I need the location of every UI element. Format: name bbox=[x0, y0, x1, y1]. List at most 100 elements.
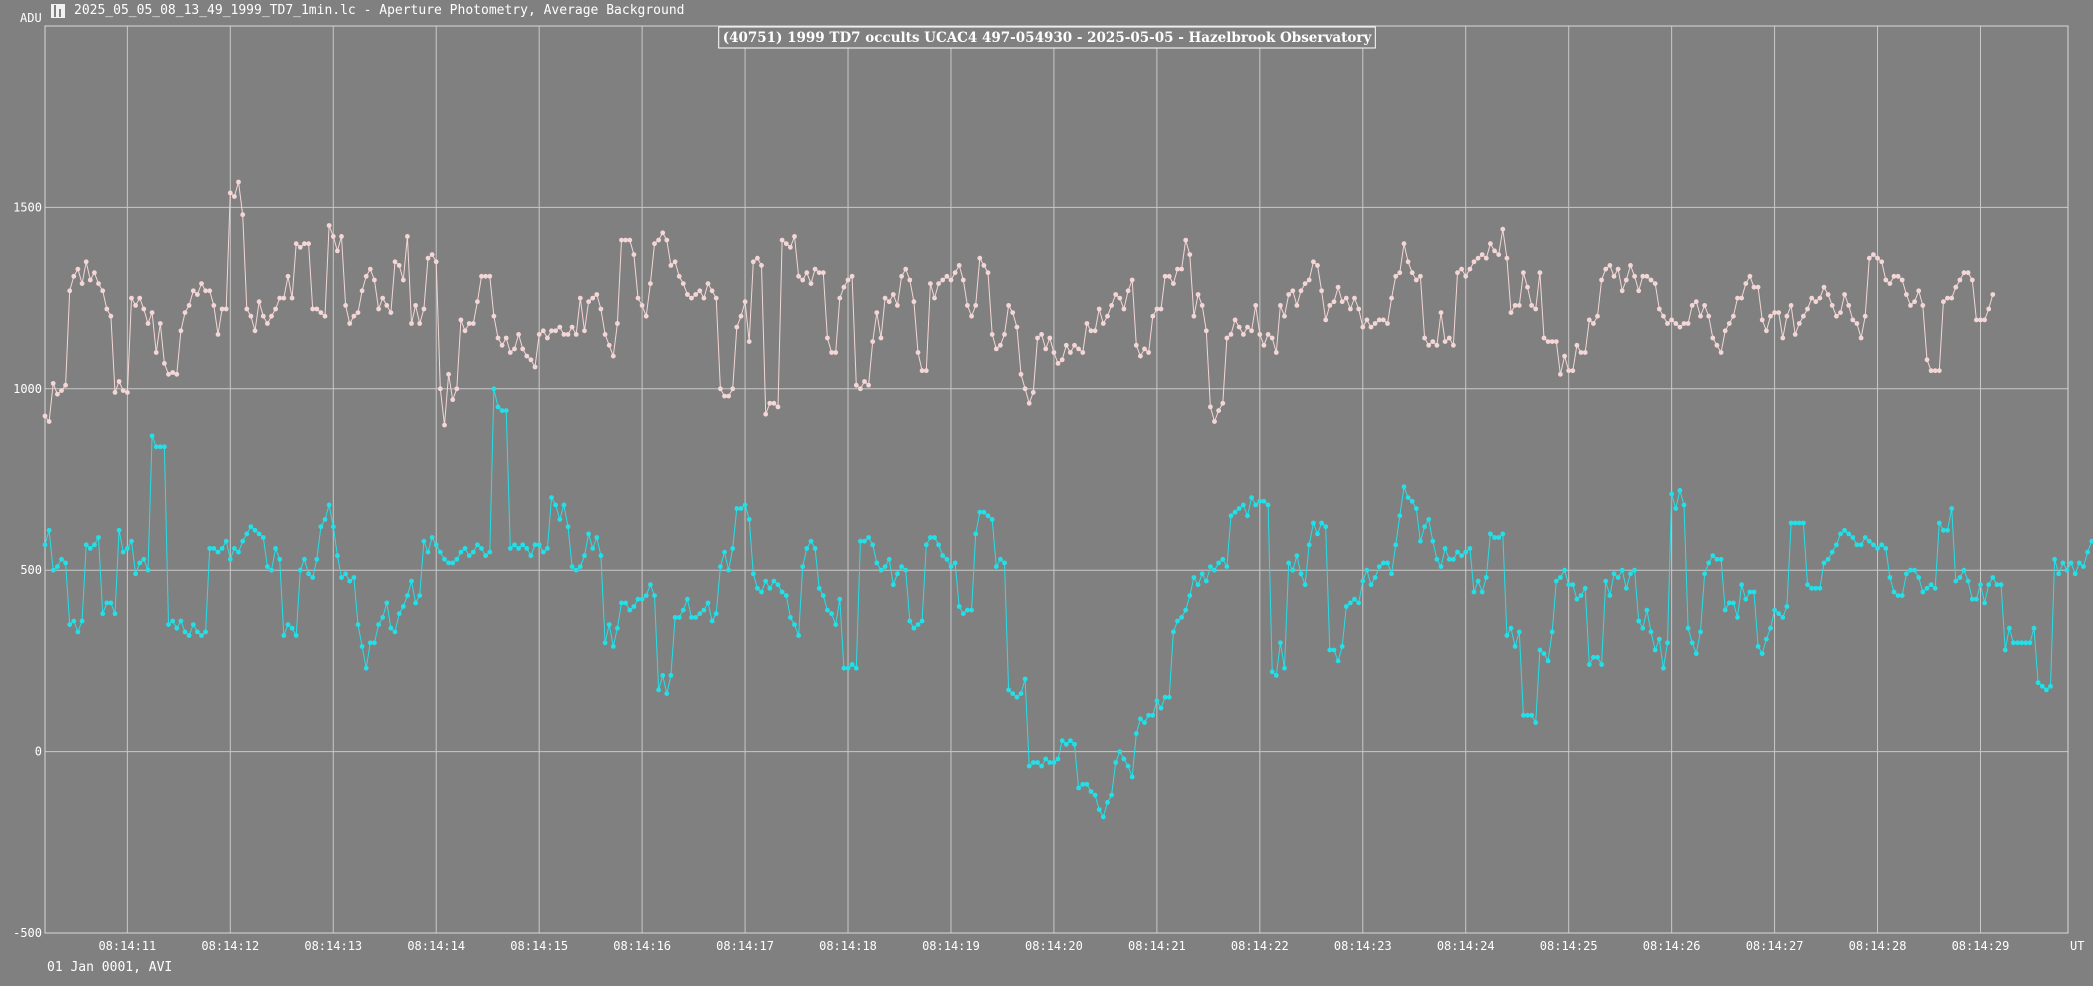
data-point bbox=[479, 546, 484, 551]
data-point bbox=[1673, 321, 1679, 326]
data-point bbox=[1306, 277, 1312, 283]
data-point bbox=[487, 549, 493, 555]
data-point bbox=[582, 553, 587, 559]
data-point bbox=[1879, 259, 1885, 265]
data-point bbox=[1788, 303, 1794, 308]
data-point bbox=[499, 408, 505, 413]
data-point bbox=[1002, 332, 1007, 337]
data-point bbox=[79, 618, 85, 624]
data-point bbox=[1961, 567, 1967, 573]
data-point bbox=[1776, 310, 1782, 315]
data-point bbox=[1702, 303, 1707, 308]
data-point bbox=[886, 556, 892, 562]
data-point bbox=[1442, 339, 1448, 344]
data-point bbox=[1488, 241, 1493, 247]
data-point bbox=[1619, 288, 1625, 294]
data-point bbox=[499, 342, 505, 348]
data-point bbox=[590, 295, 596, 301]
data-point bbox=[1805, 306, 1810, 312]
series-1 bbox=[42, 179, 1996, 428]
data-point bbox=[1430, 538, 1436, 544]
data-point bbox=[1393, 273, 1399, 279]
data-point bbox=[841, 284, 847, 290]
data-point bbox=[1154, 698, 1160, 704]
data-point bbox=[738, 506, 744, 511]
data-point bbox=[174, 625, 180, 631]
data-point bbox=[219, 306, 225, 312]
data-point bbox=[680, 281, 686, 286]
data-point bbox=[417, 593, 423, 598]
data-point bbox=[919, 368, 925, 374]
data-point bbox=[1385, 560, 1390, 566]
data-point bbox=[1652, 647, 1658, 653]
data-point bbox=[491, 386, 497, 392]
data-point bbox=[1471, 589, 1477, 595]
data-point bbox=[392, 629, 398, 635]
data-point bbox=[569, 324, 575, 330]
data-point bbox=[1393, 542, 1399, 548]
data-point bbox=[528, 553, 534, 559]
data-point bbox=[1681, 321, 1687, 326]
data-point bbox=[116, 527, 122, 533]
data-point bbox=[1232, 317, 1238, 323]
data-point bbox=[400, 604, 406, 609]
data-point bbox=[693, 615, 699, 620]
data-point bbox=[1319, 288, 1324, 294]
data-point bbox=[87, 277, 93, 283]
data-point bbox=[763, 411, 769, 417]
data-point bbox=[1957, 277, 1963, 283]
data-point bbox=[182, 310, 188, 315]
data-point bbox=[1916, 575, 1922, 580]
data-point bbox=[2081, 564, 2086, 569]
data-point bbox=[2027, 640, 2033, 646]
data-point bbox=[998, 556, 1003, 562]
data-point bbox=[265, 321, 270, 326]
data-point bbox=[746, 339, 752, 344]
data-point bbox=[1199, 571, 1205, 577]
data-point bbox=[837, 295, 843, 301]
data-point bbox=[1508, 625, 1514, 631]
data-point bbox=[1949, 295, 1955, 301]
data-point bbox=[820, 270, 826, 276]
data-point bbox=[1286, 292, 1292, 297]
data-point bbox=[277, 295, 283, 301]
data-point bbox=[1648, 277, 1654, 283]
data-point bbox=[190, 288, 196, 294]
data-point bbox=[998, 342, 1003, 348]
data-point bbox=[1055, 756, 1061, 762]
data-point bbox=[75, 629, 81, 635]
data-point bbox=[1619, 567, 1625, 573]
data-point bbox=[446, 560, 451, 566]
data-point bbox=[1726, 321, 1732, 326]
data-point bbox=[1908, 303, 1913, 308]
data-point bbox=[981, 509, 987, 515]
data-point bbox=[96, 535, 101, 540]
data-point bbox=[236, 549, 241, 555]
data-point bbox=[685, 596, 690, 602]
data-point bbox=[55, 391, 60, 397]
data-point bbox=[944, 273, 950, 279]
data-point bbox=[429, 535, 435, 540]
data-point bbox=[685, 292, 690, 297]
data-point bbox=[1298, 288, 1304, 294]
data-point bbox=[1908, 567, 1913, 573]
data-point bbox=[1442, 546, 1448, 551]
data-point bbox=[503, 335, 509, 341]
data-point bbox=[1842, 292, 1847, 297]
x-tick-label: 08:14:26 bbox=[1643, 939, 1701, 953]
data-point bbox=[446, 371, 451, 377]
data-point bbox=[1133, 731, 1139, 736]
data-point bbox=[878, 567, 884, 573]
data-point bbox=[1632, 273, 1637, 279]
data-point bbox=[1294, 553, 1300, 559]
data-point bbox=[928, 281, 933, 286]
data-point bbox=[1059, 738, 1065, 744]
data-point bbox=[1747, 273, 1753, 279]
data-point bbox=[335, 553, 340, 559]
data-point bbox=[1348, 600, 1353, 606]
data-point bbox=[1784, 313, 1790, 319]
data-point bbox=[1623, 277, 1629, 283]
data-point bbox=[1829, 549, 1835, 555]
data-point bbox=[1677, 488, 1683, 493]
data-point bbox=[302, 241, 307, 247]
